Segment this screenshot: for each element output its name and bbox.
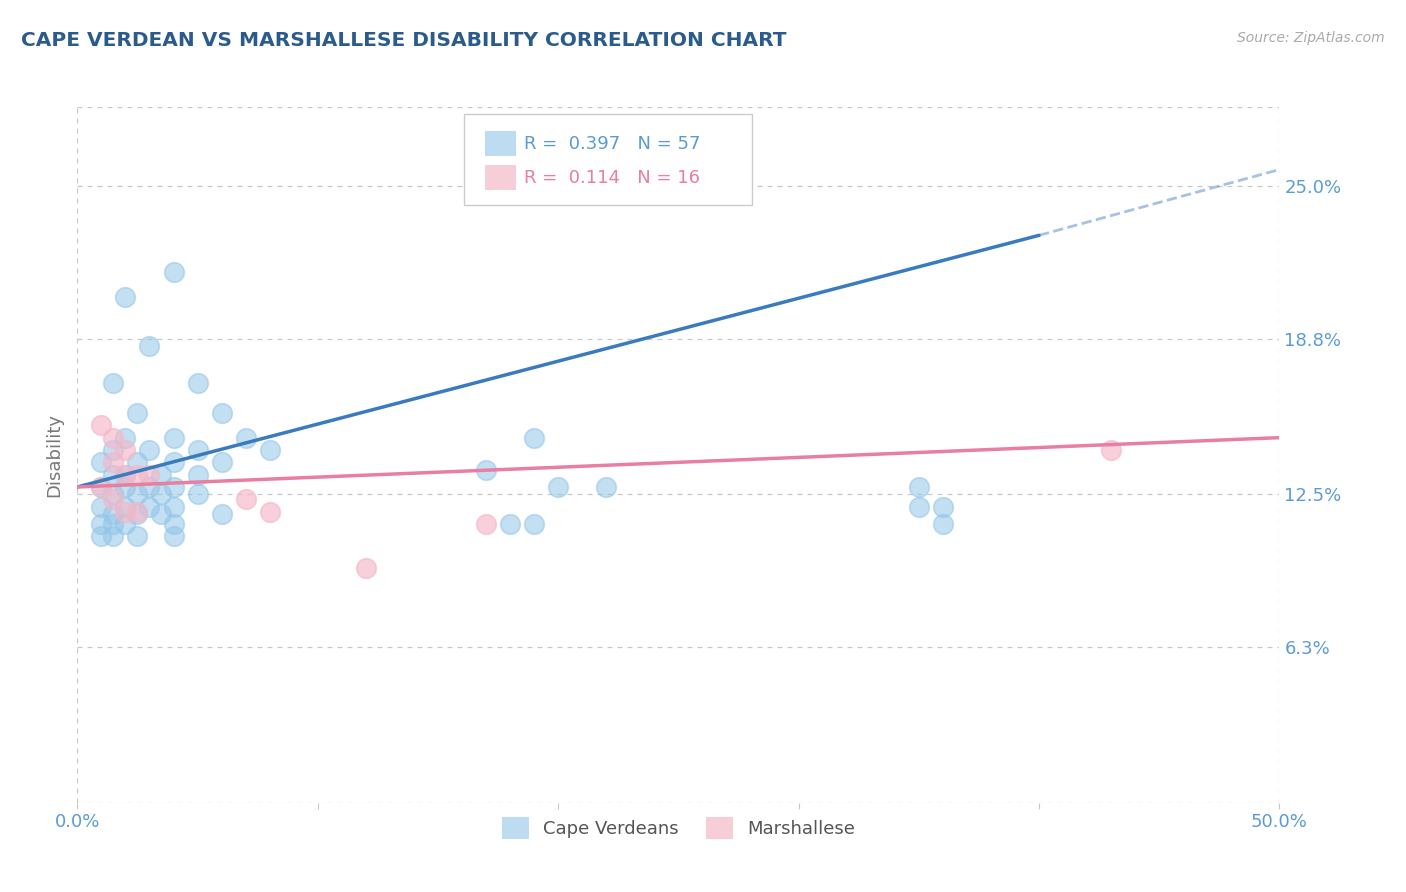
Point xyxy=(932,500,955,514)
Point xyxy=(162,480,184,494)
Point xyxy=(114,431,136,445)
Point xyxy=(932,516,955,531)
Point xyxy=(186,467,209,482)
Point xyxy=(547,480,569,494)
Point xyxy=(595,480,617,494)
Point xyxy=(127,507,149,521)
Point xyxy=(138,500,160,514)
Point xyxy=(127,406,149,420)
Point xyxy=(354,561,377,575)
Point xyxy=(103,507,125,521)
Point xyxy=(127,467,149,482)
Point xyxy=(908,500,931,514)
Point xyxy=(127,455,149,469)
Point xyxy=(90,500,112,514)
Point xyxy=(162,431,184,445)
Point xyxy=(150,487,173,501)
Point xyxy=(103,376,125,391)
Point xyxy=(716,179,738,194)
Point xyxy=(90,529,112,543)
Point xyxy=(103,487,125,501)
Point xyxy=(90,455,112,469)
Point xyxy=(138,442,160,457)
Point xyxy=(150,467,173,482)
Point xyxy=(114,467,136,482)
Point xyxy=(114,516,136,531)
Point xyxy=(138,467,160,482)
Point xyxy=(103,492,125,507)
Legend: Cape Verdeans, Marshallese: Cape Verdeans, Marshallese xyxy=(495,809,862,846)
Point xyxy=(90,480,112,494)
Text: R =  0.397   N = 57: R = 0.397 N = 57 xyxy=(524,135,702,153)
Point xyxy=(1099,442,1122,457)
Point xyxy=(162,516,184,531)
Point xyxy=(103,442,125,457)
Point xyxy=(259,442,281,457)
Point xyxy=(475,463,498,477)
Text: CAPE VERDEAN VS MARSHALLESE DISABILITY CORRELATION CHART: CAPE VERDEAN VS MARSHALLESE DISABILITY C… xyxy=(21,31,786,50)
Text: R =  0.114   N = 16: R = 0.114 N = 16 xyxy=(524,169,700,186)
Point xyxy=(162,529,184,543)
Point xyxy=(259,505,281,519)
Point xyxy=(103,467,125,482)
Point xyxy=(103,516,125,531)
Point xyxy=(162,500,184,514)
Point xyxy=(235,492,257,507)
Point xyxy=(127,505,149,519)
Point xyxy=(150,507,173,521)
Point xyxy=(114,290,136,304)
Point xyxy=(103,455,125,469)
Point xyxy=(114,500,136,514)
Point xyxy=(114,480,136,494)
Point xyxy=(235,431,257,445)
Point xyxy=(103,529,125,543)
Point xyxy=(162,455,184,469)
Point xyxy=(211,406,233,420)
Point xyxy=(90,516,112,531)
Point xyxy=(499,516,522,531)
Point xyxy=(114,467,136,482)
Point xyxy=(186,442,209,457)
Point xyxy=(186,376,209,391)
Point xyxy=(114,505,136,519)
Point xyxy=(186,487,209,501)
Point xyxy=(114,442,136,457)
Point xyxy=(127,529,149,543)
Point xyxy=(211,455,233,469)
Point xyxy=(908,480,931,494)
Y-axis label: Disability: Disability xyxy=(45,413,63,497)
Point xyxy=(90,418,112,433)
Point xyxy=(211,507,233,521)
Point xyxy=(138,339,160,353)
Text: Source: ZipAtlas.com: Source: ZipAtlas.com xyxy=(1237,31,1385,45)
Point xyxy=(138,480,160,494)
Point xyxy=(523,431,546,445)
Point xyxy=(162,265,184,279)
Point xyxy=(103,431,125,445)
Point xyxy=(523,516,546,531)
Point xyxy=(127,487,149,501)
Point xyxy=(475,516,498,531)
Point xyxy=(90,480,112,494)
